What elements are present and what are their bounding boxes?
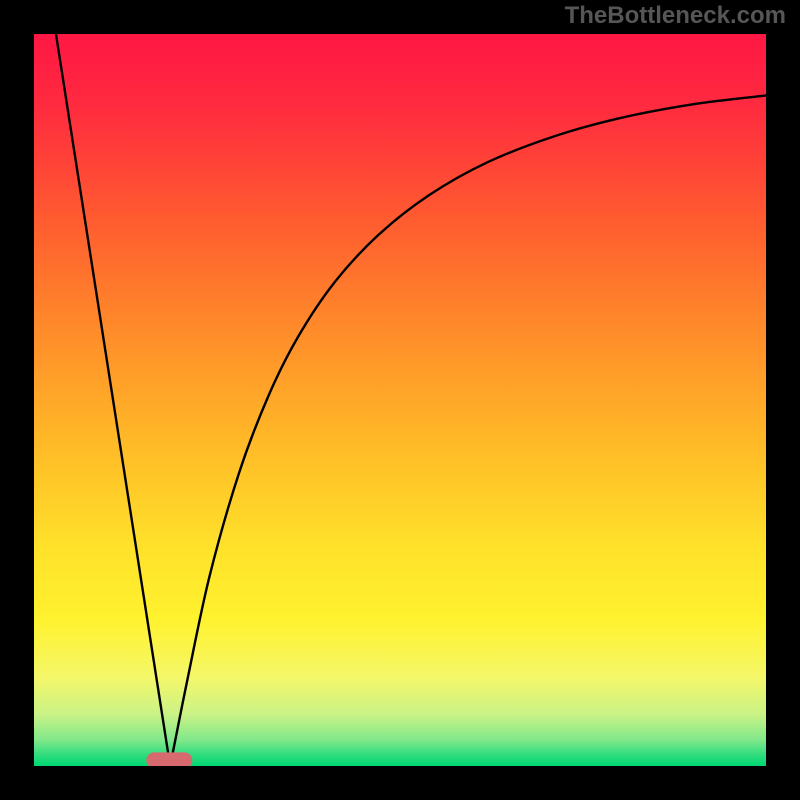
curve-right-segment: [170, 95, 766, 766]
curve-layer: [34, 34, 766, 766]
curve-left-segment: [56, 34, 170, 766]
chart-plot-area: [34, 34, 766, 766]
minimum-marker: [147, 752, 192, 766]
watermark-attribution: TheBottleneck.com: [565, 2, 786, 30]
watermark-text: TheBottleneck.com: [565, 2, 786, 29]
